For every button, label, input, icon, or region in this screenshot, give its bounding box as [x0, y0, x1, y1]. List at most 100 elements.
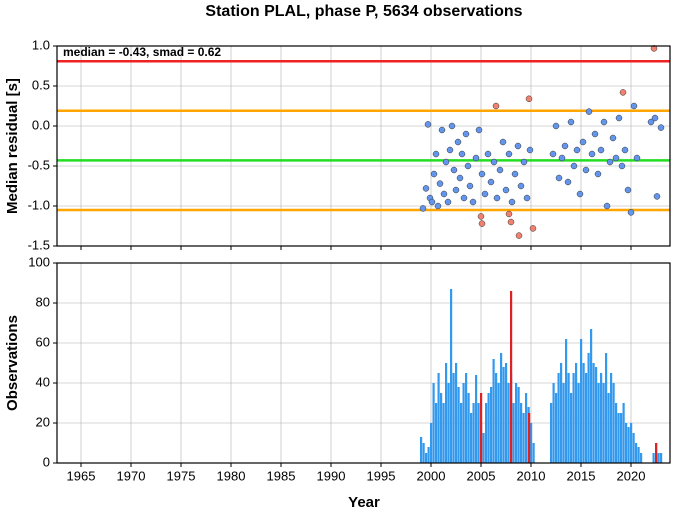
x-tick-label: 2020: [617, 468, 646, 483]
bar: [640, 453, 643, 463]
bar: [427, 447, 430, 463]
x-axis-label: Year: [348, 494, 380, 511]
y-tick-label: 0.0: [32, 117, 50, 132]
data-point: [424, 121, 432, 128]
x-tick-label: 1990: [317, 468, 346, 483]
bar: [450, 289, 453, 463]
data-point: [561, 142, 569, 150]
bar: [495, 373, 498, 463]
bar: [532, 443, 535, 463]
bar: [552, 383, 555, 463]
bar: [467, 393, 470, 463]
bar: [505, 363, 508, 463]
data-point: [502, 186, 510, 194]
data-point: [609, 134, 617, 142]
y-tick-label: 20: [36, 414, 50, 429]
data-point: [475, 126, 483, 134]
data-point: [619, 89, 627, 96]
bar: [602, 383, 605, 463]
bar: [577, 383, 580, 463]
bar: [617, 413, 620, 463]
data-point: [496, 166, 504, 174]
x-tick-label: 1980: [217, 468, 246, 483]
data-point: [478, 220, 486, 227]
bar: [460, 403, 463, 463]
data-point: [523, 194, 531, 202]
data-point: [458, 150, 466, 158]
x-tick-label: 1985: [267, 468, 296, 483]
data-point: [444, 198, 452, 206]
data-point: [505, 150, 513, 158]
data-point: [493, 194, 501, 202]
data-point: [434, 202, 442, 210]
bar: [592, 363, 595, 463]
bar: [560, 363, 563, 463]
data-point: [487, 178, 495, 186]
bar: [607, 393, 610, 463]
data-point: [438, 126, 446, 134]
bar: [477, 403, 480, 463]
bar: [555, 393, 558, 463]
data-point: [657, 124, 665, 131]
data-point: [612, 154, 620, 162]
bar: [437, 373, 440, 463]
y-tick-label: -0.5: [28, 157, 50, 172]
data-point: [582, 166, 590, 174]
data-point: [615, 114, 623, 122]
bar: [455, 363, 458, 463]
x-tick-label: 1995: [367, 468, 396, 483]
data-point: [651, 114, 659, 122]
data-point: [454, 138, 462, 146]
bar: [440, 393, 443, 463]
bar: [565, 339, 568, 463]
data-point: [627, 209, 635, 216]
data-point: [515, 232, 523, 239]
x-tick-label: 1965: [67, 468, 96, 483]
data-point: [647, 118, 655, 126]
bar: [597, 383, 600, 463]
bar: [637, 447, 640, 463]
bar: [610, 373, 613, 463]
y-tick-label: -1.5: [28, 237, 50, 252]
bar: [482, 433, 485, 463]
bar: [515, 383, 518, 463]
bar: [487, 393, 490, 463]
bar: [442, 403, 445, 463]
bar: [585, 373, 588, 463]
y-tick-label: -1.0: [28, 197, 50, 212]
y-tick-label: 0: [43, 454, 50, 469]
data-point: [603, 202, 611, 210]
y-axis-label: Median residual [s]: [4, 78, 21, 214]
data-point: [594, 170, 602, 178]
bar: [530, 423, 533, 463]
bar: [580, 339, 583, 463]
data-point: [432, 150, 440, 158]
data-point: [576, 190, 584, 198]
data-point: [597, 146, 605, 154]
data-point: [469, 198, 477, 206]
data-point: [558, 154, 566, 162]
data-point: [430, 170, 438, 178]
data-point: [621, 146, 629, 154]
bar: [625, 423, 628, 463]
data-point: [564, 178, 572, 186]
x-tick-label: 2000: [417, 468, 446, 483]
bar: [657, 453, 660, 463]
bar: [572, 373, 575, 463]
bar: [612, 383, 615, 463]
bar: [492, 359, 495, 463]
data-point: [514, 142, 522, 150]
bar: [582, 363, 585, 463]
bar: [432, 383, 435, 463]
bar: [422, 443, 425, 463]
bar: [570, 393, 573, 463]
data-point: [484, 150, 492, 158]
bar: [605, 353, 608, 463]
data-point: [472, 154, 480, 162]
data-point: [567, 118, 575, 126]
data-point: [456, 174, 464, 182]
bar: [507, 383, 510, 463]
data-point: [555, 174, 563, 182]
data-point: [570, 162, 578, 170]
data-point: [499, 138, 507, 146]
